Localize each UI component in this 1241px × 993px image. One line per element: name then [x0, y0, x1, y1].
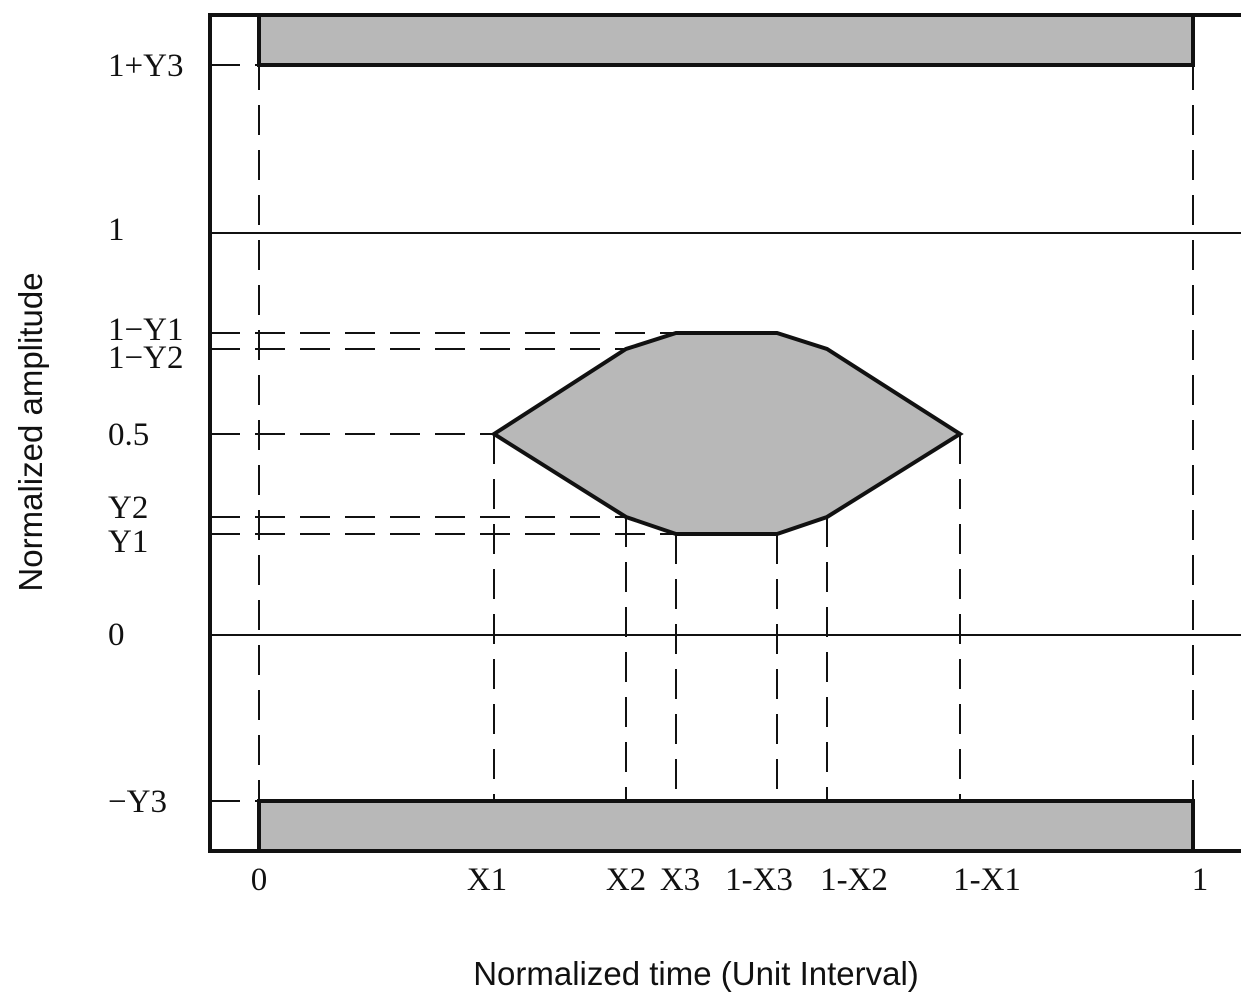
x-label-x2: X2 — [606, 862, 646, 898]
y-label-y1: Y1 — [108, 524, 148, 560]
x-label-one-minus-x1: 1-X1 — [953, 862, 1021, 898]
x-label-one-minus-x3: 1-X3 — [725, 862, 793, 898]
x-label-x3: X3 — [660, 862, 700, 898]
x-label-zero: 0 — [251, 862, 268, 898]
lower-mask-region — [257, 799, 1195, 853]
x-axis-title: Normalized time (Unit Interval) — [473, 955, 919, 992]
y-axis-title: Normalized amplitude — [12, 272, 49, 591]
y-label-one-minus-y1: 1−Y1 — [108, 312, 183, 348]
upper-mask-region — [257, 13, 1195, 67]
x-label-one: 1 — [1192, 862, 1209, 898]
y-label-y2: Y2 — [108, 490, 148, 526]
eye-opening-mask — [490, 331, 964, 536]
y-label-one-minus-y2: 1−Y2 — [108, 340, 183, 376]
x-label-x1: X1 — [467, 862, 507, 898]
y-label-top: 1+Y3 — [108, 48, 183, 84]
x-label-one-minus-x2: 1-X2 — [820, 862, 888, 898]
y-label-bottom: −Y3 — [108, 784, 167, 820]
y-label-half: 0.5 — [108, 417, 149, 453]
y-label-zero: 0 — [108, 617, 125, 653]
y-label-one: 1 — [108, 212, 125, 248]
